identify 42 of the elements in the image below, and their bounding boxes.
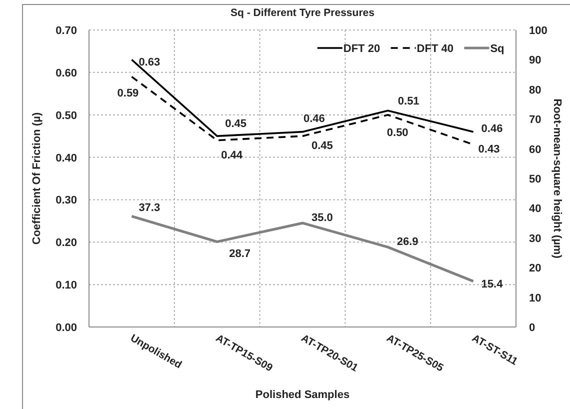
legend-label: DFT 20 [343, 43, 380, 55]
y-tick-label: 0.20 [56, 237, 77, 250]
data-label: 35.0 [312, 212, 333, 224]
data-label: 0.63 [138, 56, 160, 69]
line-series [130, 214, 475, 283]
data-label: 0.45 [312, 140, 333, 152]
data-label: 0.44 [221, 149, 244, 162]
data-label: 0.43 [478, 144, 500, 156]
y2-tick-label: 90 [529, 54, 542, 67]
data-label: 28.7 [229, 248, 251, 260]
data-label: 0.59 [117, 88, 139, 100]
y-tick-label: 0.30 [56, 194, 77, 207]
data-label: 0.51 [398, 96, 420, 108]
x-axis-title: Polished Samples [255, 389, 350, 401]
chart-title: Sq - Different Tyre Pressures [230, 7, 375, 19]
y-tick-label: 0.10 [56, 280, 77, 292]
y2-tick-label: 100 [529, 25, 548, 37]
y-axis-title: Coefficient Of Friction (µ) [31, 112, 43, 245]
y-tick-label: 0.00 [56, 322, 77, 334]
y2-tick-label: 20 [529, 262, 542, 275]
data-label: 0.45 [225, 118, 247, 130]
y-tick-label: 0.70 [56, 25, 77, 37]
data-label: 0.46 [304, 112, 325, 125]
y2-tick-label: 10 [529, 292, 542, 304]
y-tick-label: 0.60 [56, 67, 77, 80]
y2-axis-title: Root-mean-square height (µm) [551, 98, 563, 259]
data-label: 15.4 [481, 278, 504, 290]
y2-tick-label: 0 [529, 322, 536, 334]
legend-label: DFT 40 [416, 43, 454, 55]
y-tick-label: 0.40 [56, 152, 77, 164]
y2-tick-label: 30 [529, 232, 542, 245]
data-label: 26.9 [396, 236, 418, 248]
data-label: 0.50 [386, 126, 408, 139]
data-label: 37.3 [138, 202, 160, 214]
data-label: 0.46 [481, 122, 503, 135]
y2-tick-label: 80 [529, 84, 542, 96]
y2-tick-label: 70 [529, 114, 542, 126]
y2-tick-label: 50 [529, 174, 542, 186]
legend-label: Sq [490, 43, 504, 55]
y2-tick-label: 60 [529, 144, 542, 156]
y2-tick-label: 40 [529, 203, 542, 216]
y-tick-label: 0.50 [56, 110, 77, 122]
